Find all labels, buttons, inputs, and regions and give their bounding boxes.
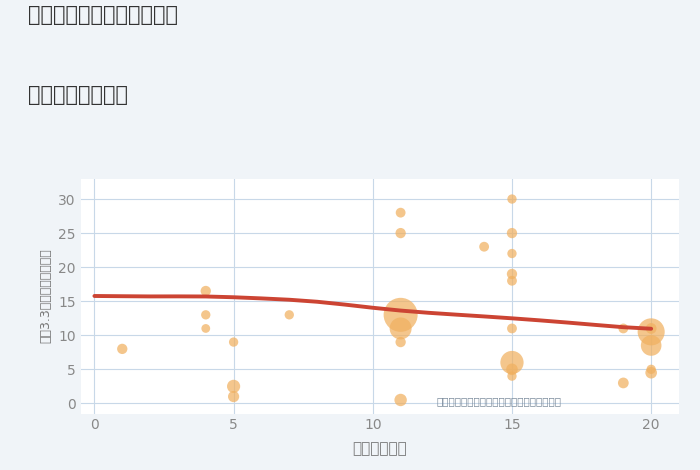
Point [228,338,239,346]
Point [200,287,211,295]
Point [117,345,128,352]
Point [645,369,657,376]
Point [395,209,406,216]
Point [395,311,406,319]
Y-axis label: 坪（3.3㎡）単価（万円）: 坪（3.3㎡）単価（万円） [39,249,52,344]
Text: 三重県四日市市南坂部町の: 三重県四日市市南坂部町の [28,5,178,25]
Point [645,325,657,332]
Point [395,338,406,346]
Point [228,393,239,400]
Point [506,195,517,203]
Point [506,270,517,278]
Point [284,311,295,319]
Text: 円の大きさは、取引のあった物件面積を示す: 円の大きさは、取引のあった物件面積を示す [437,397,561,407]
Point [617,325,629,332]
Point [645,342,657,349]
Point [200,325,211,332]
X-axis label: 駅距離（分）: 駅距離（分） [352,441,407,456]
Point [395,396,406,404]
Point [479,243,490,251]
Point [228,383,239,390]
Point [395,229,406,237]
Point [395,325,406,332]
Point [200,311,211,319]
Point [645,366,657,373]
Text: 駅距離別土地価格: 駅距離別土地価格 [28,85,128,105]
Point [506,359,517,366]
Point [506,325,517,332]
Point [506,366,517,373]
Point [506,250,517,257]
Point [645,328,657,336]
Point [506,229,517,237]
Point [506,277,517,284]
Point [617,379,629,387]
Point [506,372,517,380]
